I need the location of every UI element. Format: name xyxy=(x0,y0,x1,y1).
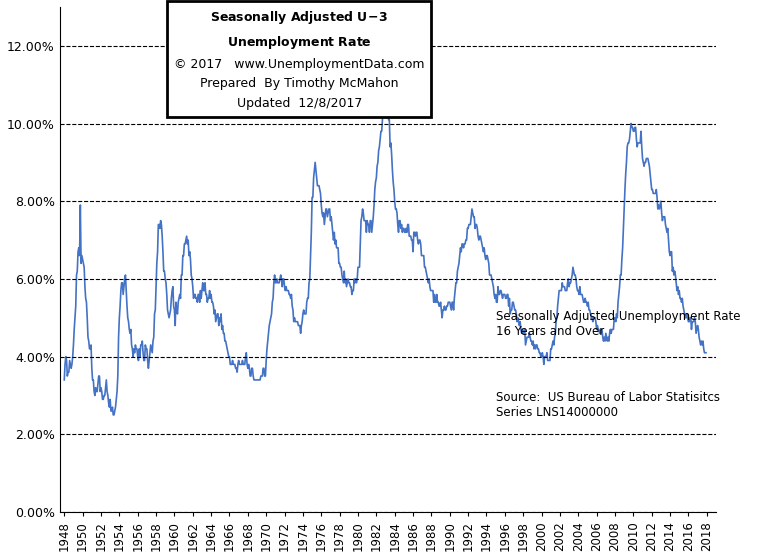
Text: Seasonally Adjusted Unemployment Rate
16 Years and Over: Seasonally Adjusted Unemployment Rate 16… xyxy=(496,310,740,338)
Text: Source:  US Bureau of Labor Statisitcs
Series LNS14000000: Source: US Bureau of Labor Statisitcs Se… xyxy=(496,391,720,419)
Text: $\bf{Seasonally\ Adjusted\ U\!-\!3}$
$\bf{Unemployment\ Rate}$
© 2017   www.Unem: $\bf{Seasonally\ Adjusted\ U\!-\!3}$ $\b… xyxy=(174,9,425,110)
